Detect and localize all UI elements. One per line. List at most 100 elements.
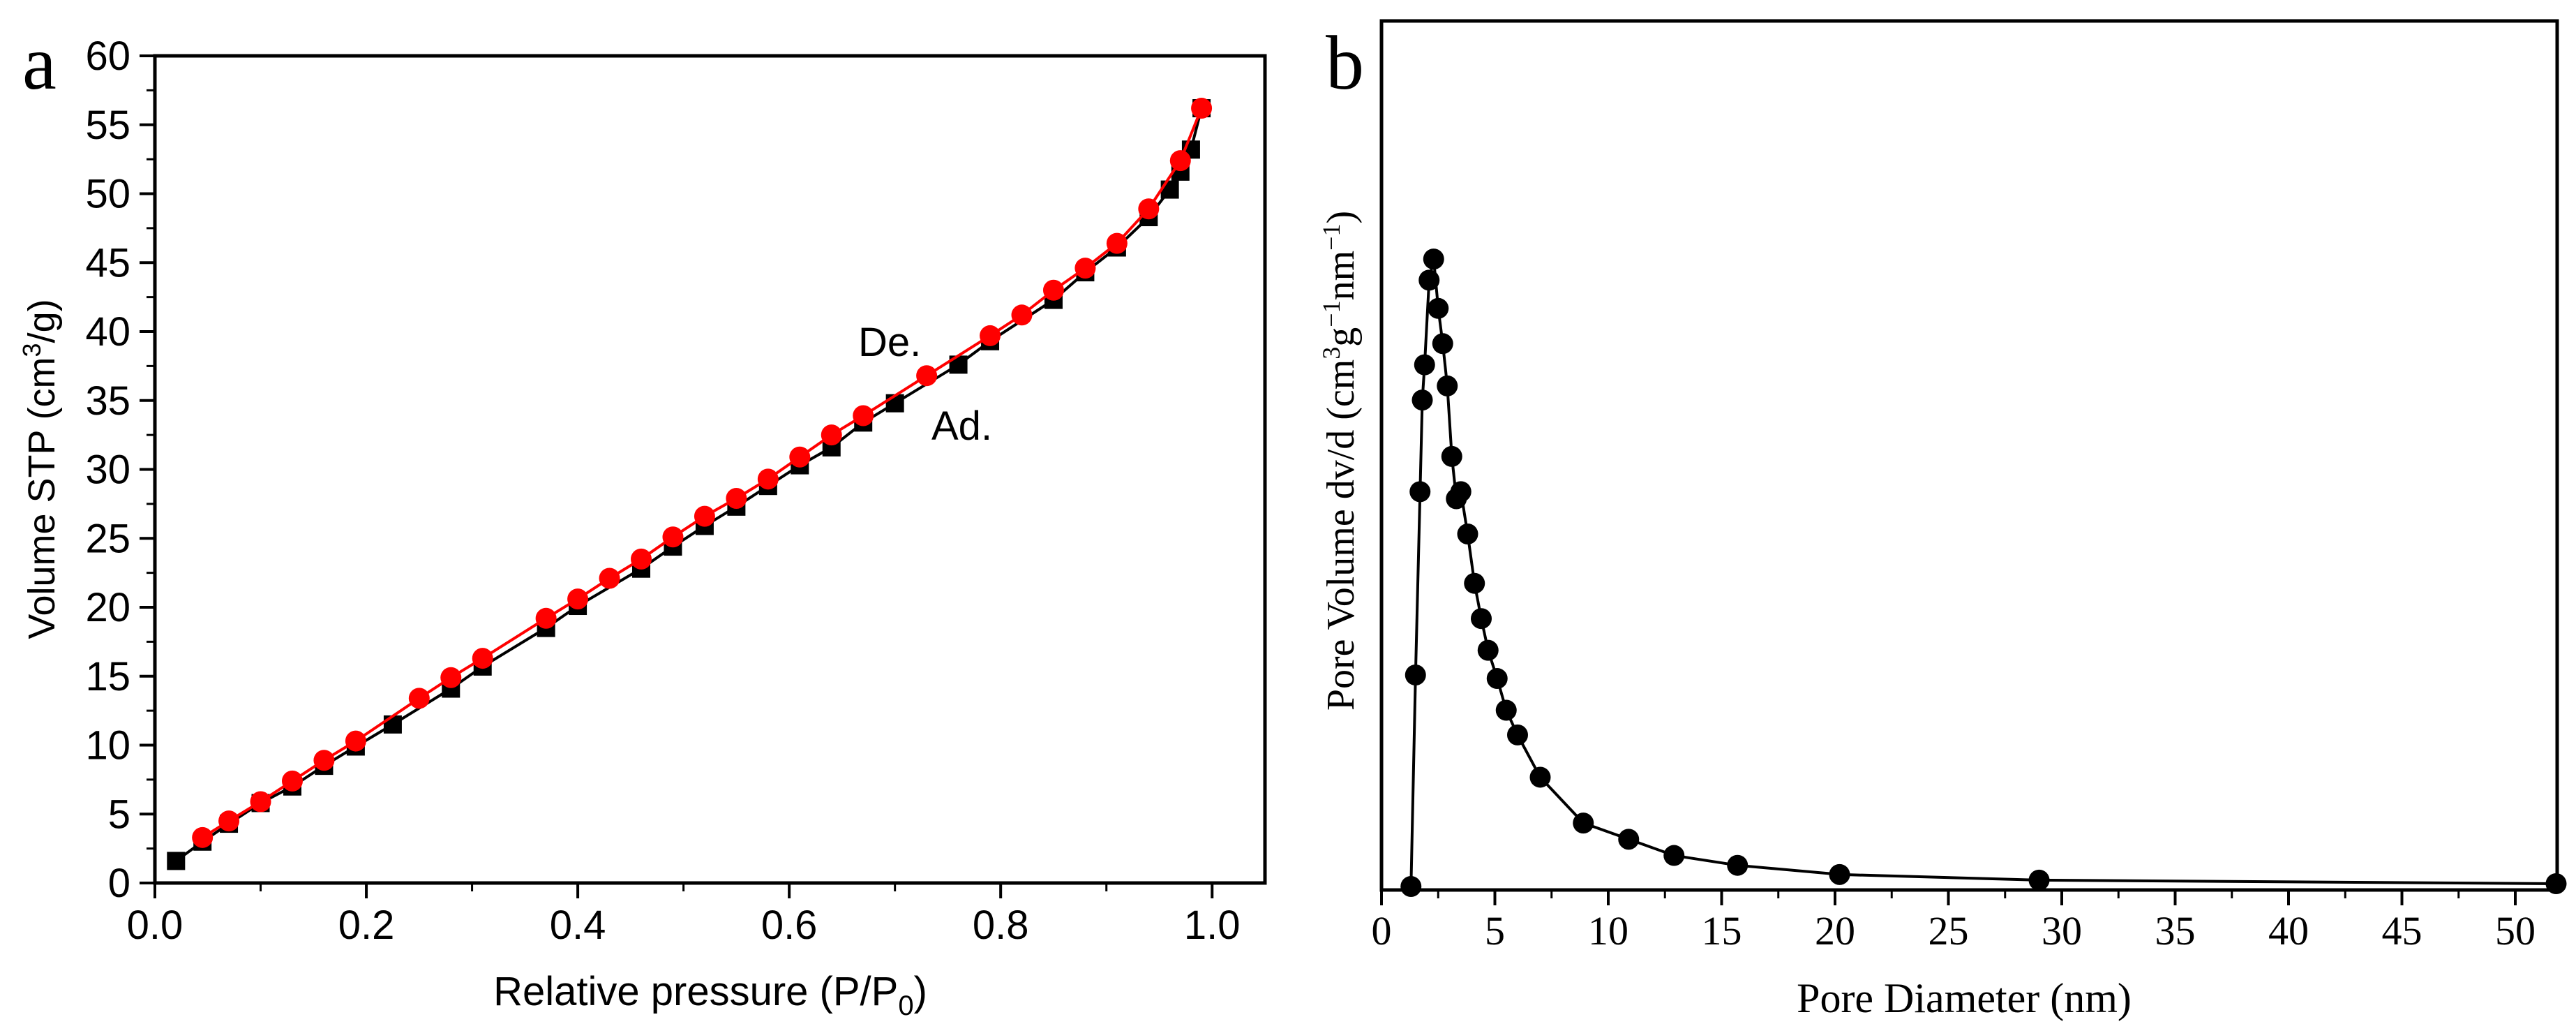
desorption-series-line	[202, 107, 1203, 839]
pore-distribution-point	[1428, 297, 1449, 319]
desorption-point	[345, 730, 366, 752]
desorption-point	[440, 667, 462, 688]
pore-distribution-point	[1411, 389, 1433, 411]
panel-b-x-tick-label: 5	[1485, 908, 1505, 953]
desorption-point	[1074, 258, 1096, 279]
panel-a-x-tick-label: 0.6	[761, 903, 818, 948]
pore-distribution-point	[1441, 445, 1462, 467]
panel-b-ticks: 0 5 10 15 20 25 30 35 40 45 50	[1372, 890, 2536, 953]
panel-b-x-tick-label: 40	[2268, 908, 2309, 953]
pore-distribution-point	[1829, 863, 1850, 885]
panel-a-y-tick-label: 35	[85, 378, 130, 424]
panel-a-y-tick-label: 10	[85, 723, 130, 769]
desorption-point	[916, 365, 938, 387]
pore-distribution-point	[1414, 354, 1435, 376]
panel-a-isotherm-chart: a 0.0 0.2 0.4 0.6 0.8 1.0 0 5 10 15 20 25 30 35 40 45 50…	[17, 20, 1267, 1021]
desorption-point	[313, 750, 335, 771]
desorption-point	[1042, 279, 1064, 301]
panel-b-x-tick-label: 25	[1929, 908, 1969, 953]
panel-a-x-tick-label: 1.0	[1184, 903, 1241, 948]
desorption-point	[567, 588, 589, 610]
panel-a-y-tick-label: 40	[85, 309, 130, 355]
desorption-point	[662, 526, 684, 548]
pore-distribution-point	[1450, 481, 1472, 503]
pore-distribution-point	[1618, 829, 1640, 850]
adsorption-point	[167, 852, 186, 870]
adsorption-series-line	[175, 107, 1204, 863]
panel-b-x-tick-label: 10	[1588, 908, 1628, 953]
desorption-point	[599, 567, 620, 589]
pore-distribution-point	[1471, 608, 1492, 630]
desorption-point	[980, 325, 1001, 346]
pore-distribution-point	[1400, 876, 1422, 897]
desorption-point	[1191, 98, 1213, 119]
pore-distribution-point	[1529, 766, 1551, 788]
panel-b-x-tick-label: 15	[1702, 908, 1742, 953]
panel-a-x-tick-label: 0.4	[550, 903, 606, 948]
desorption-point	[1169, 150, 1191, 172]
panel-a-y-tick-label: 25	[85, 516, 130, 561]
panel-b-x-axis-title: Pore Diameter (nm)	[1797, 975, 2132, 1021]
panel-a-y-tick-label: 55	[85, 103, 130, 148]
panel-a-y-tick-label: 20	[85, 585, 130, 630]
pore-distribution-point	[1418, 269, 1440, 291]
panel-a-label: a	[22, 20, 57, 105]
panel-a-y-tick-label: 0	[108, 861, 130, 906]
desorption-point	[1138, 198, 1160, 220]
desorption-point	[631, 548, 652, 570]
pore-distribution-point	[1423, 248, 1444, 270]
panel-b-x-tick-label: 0	[1372, 908, 1392, 953]
panel-b-x-tick-label: 45	[2382, 908, 2423, 953]
panel-a-x-tick-label: 0.2	[338, 903, 395, 948]
panel-b-pore-distribution-chart: b 0 5 10 15 20 25 30 35 40 45 50 Pore Diameter (nm…	[1317, 19, 2567, 1021]
desorption-point	[726, 487, 747, 509]
adsorption-point	[383, 715, 402, 734]
panel-b-label: b	[1326, 20, 1364, 105]
panel-a-y-axis-title: Volume STP (cm3/g)	[17, 299, 63, 639]
pore-distribution-point	[2028, 869, 2050, 891]
pore-distribution-point	[1457, 524, 1478, 544]
desorption-point	[408, 688, 430, 709]
pore-distribution-point	[1507, 724, 1528, 745]
desorption-point	[789, 446, 811, 468]
panel-a-axes-frame	[153, 54, 1267, 885]
desorption-point	[821, 424, 842, 446]
desorption-point	[535, 607, 557, 629]
desorption-point	[1106, 232, 1128, 254]
desorption-point	[218, 810, 240, 832]
panel-b-series	[1400, 248, 2567, 897]
pore-distribution-point	[1727, 854, 1748, 876]
panel-a-ticks: 0.0 0.2 0.4 0.6 0.8 1.0 0 5 10 15 20 25 30 35 40 45 50 55…	[85, 34, 1240, 948]
pore-distribution-point	[1495, 699, 1517, 721]
panel-a-series	[167, 98, 1213, 870]
pore-distribution-point	[1486, 668, 1508, 690]
pore-distribution-point	[1405, 665, 1426, 685]
desorption-point	[853, 405, 874, 426]
panel-a-y-tick-label: 50	[85, 172, 130, 217]
desorption-point	[757, 468, 779, 490]
pore-distribution-point	[1663, 845, 1685, 866]
desorption-point	[1011, 304, 1033, 326]
panel-b-x-tick-label: 50	[2495, 908, 2536, 953]
desorption-point	[694, 505, 715, 527]
adsorption-point	[1160, 180, 1179, 199]
desorption-point	[192, 826, 214, 848]
panel-b-x-tick-label: 20	[1815, 908, 1855, 953]
panel-b-axes-frame	[1379, 19, 2559, 892]
pore-distribution-point	[1437, 375, 1458, 396]
desorption-point	[472, 648, 493, 669]
panel-b-x-tick-label: 35	[2155, 908, 2196, 953]
desorption-point	[250, 791, 271, 812]
panel-b-y-axis-title: Pore Volume dv/d (cm3g−1nm−1)	[1317, 211, 1363, 711]
pore-distribution-line	[1409, 258, 2556, 887]
annotation-desorption: De.	[858, 320, 921, 365]
annotation-adsorption: Ad.	[931, 403, 992, 449]
pore-distribution-point	[1432, 333, 1453, 355]
panel-a-x-axis-title: Relative pressure (P/P0)	[493, 969, 927, 1021]
desorption-point	[281, 770, 303, 792]
panel-a-y-tick-label: 45	[85, 240, 130, 285]
panel-a-x-tick-label: 0.0	[127, 903, 184, 948]
panel-a-y-tick-label: 15	[85, 654, 130, 699]
panel-a-y-tick-label: 30	[85, 447, 130, 493]
